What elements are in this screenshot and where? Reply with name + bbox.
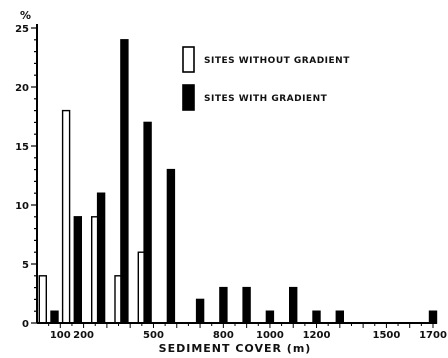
x-tick-label: 1200 xyxy=(303,330,331,341)
bar-with-gradient xyxy=(143,121,152,324)
y-tick-label: 0 xyxy=(22,319,29,330)
x-tick-label: 1700 xyxy=(419,330,447,341)
bar-with-gradient xyxy=(265,310,275,324)
x-tick-label: 200 xyxy=(73,330,94,341)
legend-swatch-without-gradient xyxy=(182,46,195,73)
axes-layer: 0 5 10 15 20 25 100 200 500 800 1000 1200 1500 1700% S… xyxy=(15,9,447,355)
y-tick-label: 5 xyxy=(22,260,29,271)
bar-with-gradient xyxy=(195,298,205,324)
bars-layer xyxy=(38,39,438,324)
bar-with-gradient xyxy=(73,216,83,324)
legend-swatch-with-gradient xyxy=(182,84,195,111)
x-tick-label: 1500 xyxy=(372,330,400,341)
x-tick-label: 800 xyxy=(213,330,234,341)
bar-without-gradient xyxy=(61,109,71,324)
bar-with-gradient xyxy=(120,39,129,324)
bar-with-gradient xyxy=(289,286,298,324)
x-tick-label: 500 xyxy=(143,330,164,341)
y-axis-title: % xyxy=(20,9,32,22)
bar-with-gradient xyxy=(242,286,251,324)
y-tick-label: 25 xyxy=(15,24,29,35)
legend: SITES WITHOUT GRADIENT SITES WITH GRADIEN… xyxy=(182,46,350,111)
bar-with-gradient xyxy=(312,310,321,324)
x-axis-title: SEDIMENT COVER (m) xyxy=(159,342,312,355)
legend-label-without-gradient: SITES WITHOUT GRADIENT xyxy=(204,56,350,66)
bar-with-gradient xyxy=(50,310,59,324)
bar-with-gradient xyxy=(219,286,228,324)
y-tick-label: 10 xyxy=(15,201,29,212)
y-tick-label: 15 xyxy=(15,142,29,153)
bar-with-gradient xyxy=(428,310,438,324)
bar-with-gradient xyxy=(166,168,176,324)
bar-with-gradient xyxy=(335,310,344,324)
y-tick-label: 20 xyxy=(15,83,29,94)
legend-label-with-gradient: SITES WITH GRADIENT xyxy=(204,94,328,104)
x-tick-label: 100 xyxy=(50,330,71,341)
bar-with-gradient xyxy=(96,192,106,324)
x-tick-label: 1000 xyxy=(256,330,284,341)
bar-without-gradient xyxy=(38,275,47,324)
